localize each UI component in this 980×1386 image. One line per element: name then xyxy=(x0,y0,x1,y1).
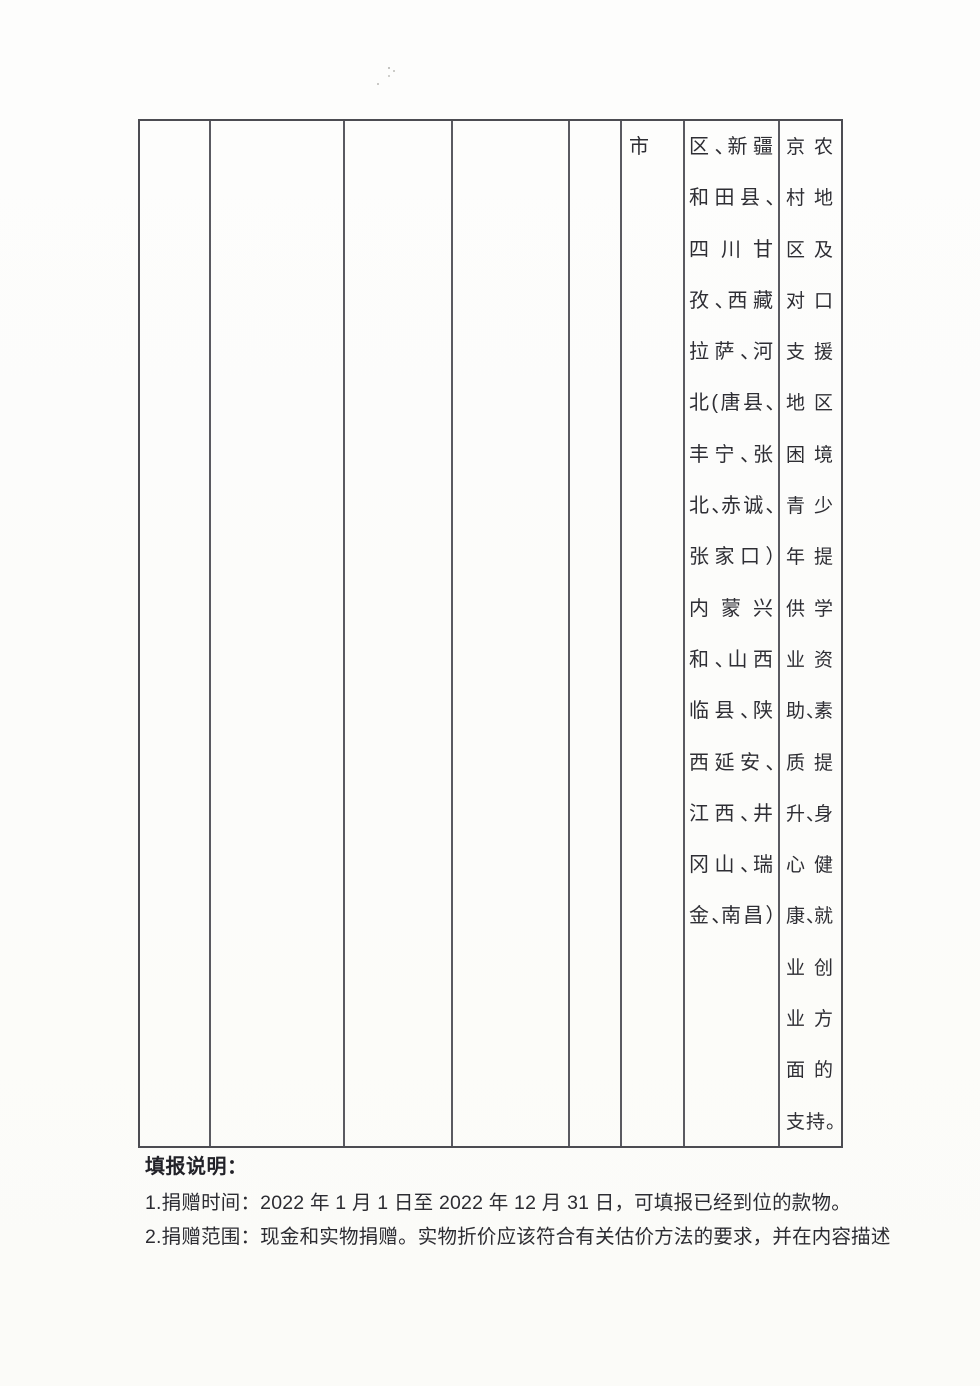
cell-text-line: 助、素 xyxy=(786,701,833,723)
cell-text-line: 对口 xyxy=(786,290,833,312)
cell-text-line: 四川甘 xyxy=(689,238,773,261)
cell-text-line: 北、赤诚、 xyxy=(689,495,786,518)
cell-text-line: 孜、西藏 xyxy=(689,289,773,312)
table-cell-support-purpose: 京农村地区及对口支援地区困境青少年提供学业资助、素质提升、身心健康、就业创业方面… xyxy=(786,122,846,1148)
cell-text-line: 区、新疆 xyxy=(689,136,773,158)
cell-text-line: 支持。 xyxy=(786,1111,846,1133)
filling-instructions: 填报说明： 1.捐赠时间：2022 年 1 月 1 日至 2022 年 12 月… xyxy=(145,1152,905,1254)
cell-text-line: 丰宁、张 xyxy=(689,443,773,466)
column-divider xyxy=(209,121,211,1146)
column-divider xyxy=(451,121,453,1146)
column-divider xyxy=(778,121,780,1146)
cell-text-line: 江西、井 xyxy=(689,802,773,825)
cell-text-line: 质提 xyxy=(786,752,833,774)
cell-text-line: 业创 xyxy=(786,957,833,979)
cell-text-line: 升、身 xyxy=(786,803,833,825)
cell-text-line: 和、山西 xyxy=(689,648,773,671)
cell-text-line: 青少 xyxy=(786,496,833,518)
cell-text-line: 支援 xyxy=(786,342,833,364)
cell-text-line: 供学 xyxy=(786,598,833,620)
cell-text-line: 冈山、瑞 xyxy=(689,854,773,877)
cell-text-line: 地区 xyxy=(786,393,833,415)
column-divider xyxy=(683,121,685,1146)
cell-text-line: 京农 xyxy=(786,137,833,158)
cell-text-line: 村地 xyxy=(786,188,833,210)
donation-table-continuation: 市 区、新疆和田县、四川甘孜、西藏拉萨、河北(唐县、丰宁、张北、赤诚、张家口） 内… xyxy=(138,119,846,1148)
instruction-item-donation-scope: 2.捐赠范围：现金和实物捐赠。实物折价应该符合有关估价方法的要求，并在内容描述 xyxy=(145,1226,891,1248)
cell-text: 市 xyxy=(629,136,649,159)
cell-text-line: 张家口） xyxy=(689,546,786,569)
scan-speckle-artifact xyxy=(388,67,390,69)
cell-text-line: 困境 xyxy=(786,444,833,466)
cell-text-line: 拉萨、河 xyxy=(689,341,773,364)
column-divider xyxy=(343,121,345,1146)
cell-text-line: 西延安、 xyxy=(689,751,786,774)
table-cell-city-overflow: 市 xyxy=(627,122,681,174)
table-cell-regions-list: 区、新疆和田县、四川甘孜、西藏拉萨、河北(唐县、丰宁、张北、赤诚、张家口） 内蒙兴… xyxy=(689,122,786,943)
cell-text-line: 临县、陕 xyxy=(689,700,773,723)
filling-instructions-heading: 填报说明： xyxy=(145,1156,248,1178)
cell-text-line: 康、就 xyxy=(786,906,833,928)
cell-text-line: 金、南昌） xyxy=(689,905,786,928)
instruction-item-donation-time: 1.捐赠时间：2022 年 1 月 1 日至 2022 年 12 月 31 日，… xyxy=(145,1192,851,1214)
cell-text-line: 年提 xyxy=(786,547,833,569)
cell-text-line: 北(唐县、 xyxy=(689,392,786,415)
column-divider xyxy=(620,121,622,1146)
cell-text-line: 业资 xyxy=(786,649,833,671)
cell-text-line: 和田县、 xyxy=(689,187,786,210)
cell-text-line: 面的 xyxy=(786,1060,833,1082)
cell-text-line: 心健 xyxy=(786,855,833,877)
column-divider xyxy=(568,121,570,1146)
cell-text-line: 区及 xyxy=(786,239,833,261)
cell-text-line: 内蒙兴 xyxy=(689,597,773,620)
cell-text-line: 业方 xyxy=(786,1009,833,1031)
